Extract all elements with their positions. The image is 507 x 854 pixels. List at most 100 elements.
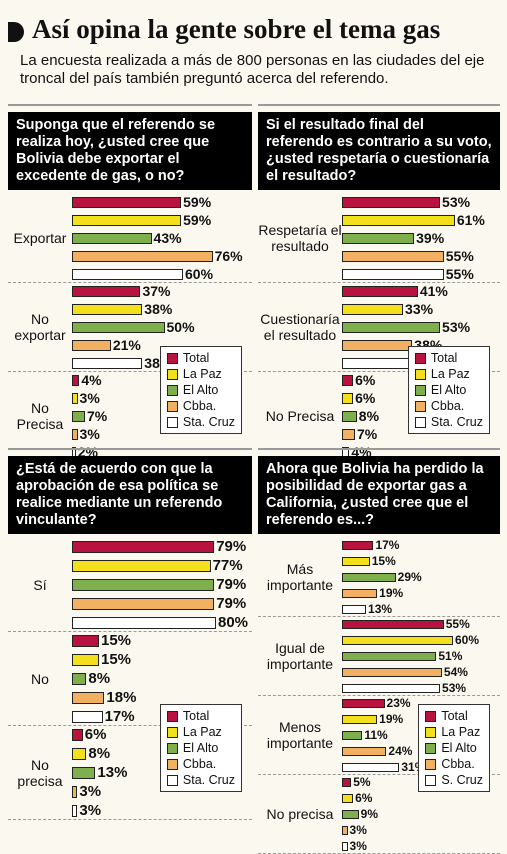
bar-row: 23% [342,696,425,710]
bar [342,428,355,440]
chart-panel: Si el resultado final del referendo es c… [258,104,500,461]
value-label: 6% [355,372,376,388]
value-label: 8% [88,745,111,762]
value-label: 53% [442,681,467,695]
legend-item: Sta. Cruz [166,414,235,430]
legend-swatch [414,400,426,412]
legend-swatch [166,726,178,738]
bar [72,268,183,280]
bar-stack: 23% 19% 11% 24% 31% [342,696,425,774]
bar [342,683,441,693]
bar-stack: 6% 8% 13% 3% 3% [72,726,127,819]
bar-row: 15% [342,554,422,568]
bar [72,392,78,404]
value-label: 7% [356,426,378,442]
value-label: 59% [183,212,212,228]
value-label: 41% [419,283,448,299]
legend-item: Total [425,708,483,724]
bar [342,392,354,404]
category-label: Sí [33,576,47,593]
legend-item: La Paz [414,366,483,382]
bar [342,667,442,677]
bar-row: 4% [72,372,107,388]
legend-swatch [414,416,426,428]
value-label: 8% [88,670,111,687]
bar [342,762,400,772]
value-label: 17% [375,538,400,552]
value-label: 3% [79,783,102,800]
category-label: No precisa [266,806,334,822]
category-label: No exportar [14,311,66,343]
legend-swatch [425,742,437,754]
value-label: 11% [364,728,388,742]
value-label: 6% [84,726,107,743]
bar-stack: 15% 15% 8% 18% 17% [72,632,136,725]
legend-item: S. Cruz [425,772,483,788]
category-label: No [31,670,49,687]
chart-panel: ¿Está de acuerdo con que la aprobación d… [8,448,252,820]
bar-row: 7% [72,408,107,424]
bar-row: 38% [72,301,195,317]
bar-row: 8% [72,745,127,762]
legend-label: Total [441,709,468,723]
value-label: 3% [349,823,367,837]
bar [342,746,387,756]
bar-row: 60% [342,633,479,647]
bar-row: 29% [342,570,422,584]
bar-group: Sí 79% 77% 79% 79% 80% [8,538,252,632]
legend: Total La Paz El Alto Cbba. Sta. Cruz [159,346,242,434]
bar-row: 17% [342,538,422,552]
legend-label: Cbba. [430,399,465,413]
page: Así opina la gente sobre el tema gas La … [8,14,500,854]
legend-swatch [166,384,178,396]
bar [342,604,367,614]
legend-item: Cbba. [166,398,235,414]
value-label: 55% [445,617,470,631]
value-label: 6% [355,390,376,406]
legend-item: Cbba. [166,756,235,772]
legend-item: Total [414,350,483,366]
bar [72,374,80,386]
legend-item: El Alto [166,740,235,756]
bar-row: 24% [342,744,425,758]
value-label: 53% [442,194,471,210]
value-label: 33% [405,301,434,317]
bar-row: 76% [72,248,243,264]
bar [342,619,444,629]
bar-row: 8% [342,408,379,424]
value-label: 61% [456,212,485,228]
legend-item: Cbba. [425,756,483,772]
bar [342,410,357,422]
bar-stack: 4% 3% 7% 3% 2% [72,372,107,460]
bar-row: 54% [342,665,479,679]
bar-row: 53% [342,319,470,335]
bar-row: 39% [342,230,485,246]
bar-row: 6% [342,390,379,406]
page-title: Así opina la gente sobre el tema gas [32,14,441,44]
bar-group: Menos importante 23% 19% 11% 24% 31% [258,696,500,775]
bar-row: 13% [72,764,127,781]
bar [342,841,348,851]
bar-row: 6% [342,791,378,805]
legend-swatch [166,710,178,722]
bar [72,232,152,244]
bar [342,303,404,315]
bar-row: 53% [342,681,479,695]
bar-group: No exportar 37% 38% 50% 21% 38% [8,283,252,372]
value-label: 15% [371,554,396,568]
value-label: 43% [153,230,182,246]
legend-swatch [166,368,178,380]
bar-row: 51% [342,649,479,663]
value-label: 5% [353,775,371,789]
legend-label: Cbba. [182,757,217,771]
category-label: No precisa [17,756,63,789]
legend-swatch [166,758,178,770]
bar-row: 41% [342,283,470,299]
value-label: 3% [79,802,102,819]
value-label: 19% [379,586,404,600]
bar [342,809,359,819]
legend-item: La Paz [166,724,235,740]
category-label: Igual de importante [266,640,334,672]
value-label: 13% [97,764,128,781]
value-label: 18% [106,689,137,706]
